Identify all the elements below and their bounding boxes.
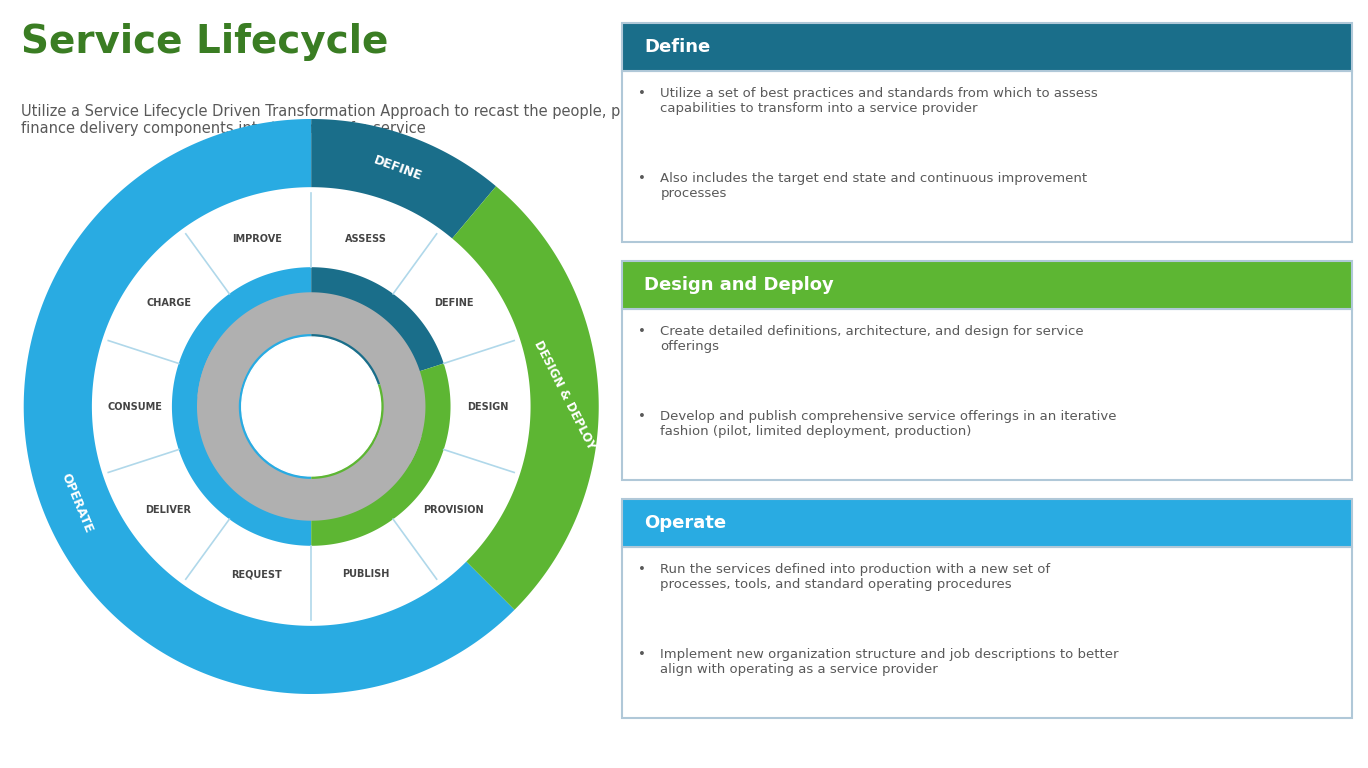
Text: •: • [639,410,646,423]
Text: IMPROVE: IMPROVE [231,233,282,243]
Polygon shape [382,402,421,436]
Text: ASSESS: ASSESS [345,233,387,243]
Polygon shape [312,119,497,239]
Text: Develop and publish comprehensive service offerings in an iterative
fashion (pil: Develop and publish comprehensive servic… [661,410,1116,438]
Text: CONSUME: CONSUME [108,402,163,412]
Text: Also includes the target end state and continuous improvement
processes: Also includes the target end state and c… [661,172,1088,200]
FancyBboxPatch shape [622,23,1352,71]
Text: CHARGE: CHARGE [146,298,192,308]
Circle shape [172,267,450,546]
Text: Utilize a set of best practices and standards from which to assess
capabilities : Utilize a set of best practices and stan… [661,87,1099,114]
Text: DESIGN: DESIGN [466,402,509,412]
Text: Utilize a Service Lifecycle Driven Transformation Approach to recast the people,: Utilize a Service Lifecycle Driven Trans… [21,104,773,136]
Text: Run the services defined into production with a new set of
processes, tools, and: Run the services defined into production… [661,563,1051,591]
Text: Operate: Operate [644,515,726,532]
Text: •: • [639,325,646,338]
Text: •: • [639,648,646,661]
Polygon shape [312,363,450,546]
Text: Service Lifecycle: Service Lifecycle [21,23,389,61]
Polygon shape [98,193,525,620]
Polygon shape [453,187,599,610]
Text: •: • [639,172,646,185]
Text: REQUEST: REQUEST [231,569,282,579]
FancyBboxPatch shape [622,310,1352,480]
Text: DEFINE: DEFINE [372,154,424,183]
Text: •: • [639,87,646,100]
Text: Implement new organization structure and job descriptions to better
align with o: Implement new organization structure and… [661,648,1119,676]
Text: Design and Deploy: Design and Deploy [644,276,834,294]
Polygon shape [23,119,514,694]
Text: •: • [639,563,646,576]
FancyBboxPatch shape [622,499,1352,548]
Text: DEFINE: DEFINE [434,298,473,308]
Text: DESIGN & DEPLOY: DESIGN & DEPLOY [531,339,598,452]
Text: DELIVER: DELIVER [145,505,192,515]
Text: OPERATE: OPERATE [59,472,96,535]
Polygon shape [197,293,425,464]
Text: PUBLISH: PUBLISH [342,569,390,579]
Polygon shape [198,396,238,428]
FancyBboxPatch shape [622,261,1352,310]
Polygon shape [172,267,312,546]
FancyBboxPatch shape [622,548,1352,718]
Circle shape [242,337,380,476]
FancyBboxPatch shape [622,71,1352,242]
Text: PROVISION: PROVISION [424,505,484,515]
Polygon shape [197,349,421,521]
Text: Define: Define [644,38,710,56]
Text: Create detailed definitions, architecture, and design for service
offerings: Create detailed definitions, architectur… [661,325,1083,353]
Polygon shape [312,267,443,406]
